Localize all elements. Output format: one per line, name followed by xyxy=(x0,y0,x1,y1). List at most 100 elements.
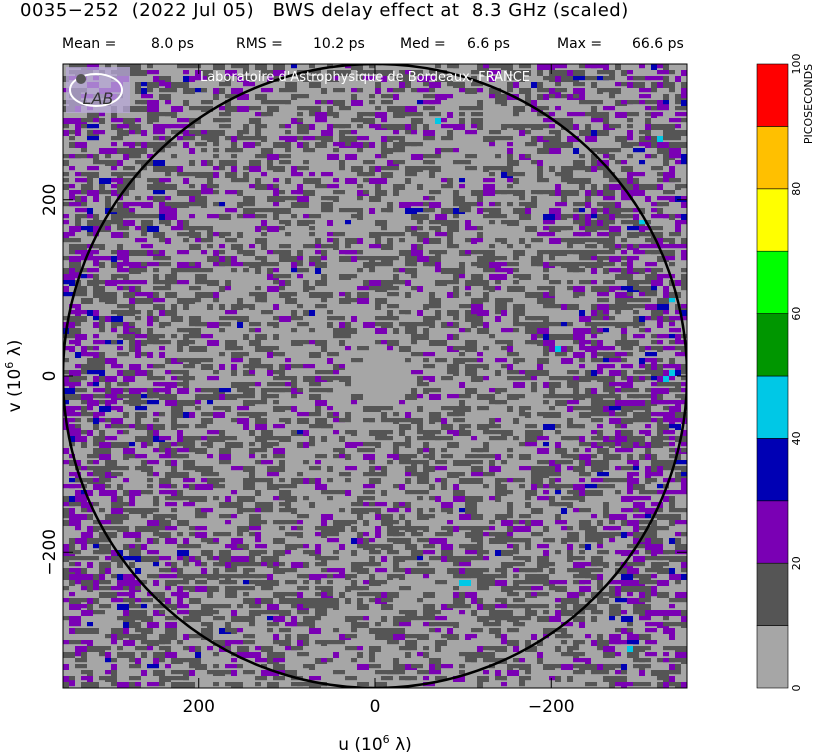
heatmap-cell-2730 xyxy=(105,418,111,423)
heatmap-cell-3236 xyxy=(603,478,615,483)
heatmap-cell-3218 xyxy=(405,478,411,484)
heatmap-cell-406 xyxy=(615,112,627,118)
heatmap-cell-3132 xyxy=(489,466,501,472)
lab-logo-text: LAB xyxy=(83,89,114,108)
heatmap-cell-2731 xyxy=(111,418,123,424)
heatmap-cell-266 xyxy=(441,94,453,99)
heatmap-cell-4728 xyxy=(603,670,609,675)
heatmap-cell-1881 xyxy=(561,304,567,310)
heatmap-cell-547 xyxy=(549,130,555,135)
heatmap-cell-1145 xyxy=(651,208,657,213)
heatmap-cell-3067 xyxy=(183,460,195,466)
heatmap-cell-1104 xyxy=(129,208,135,213)
heatmap-cell-4640 xyxy=(579,658,585,663)
heatmap-cell-1677 xyxy=(69,280,75,286)
heatmap-cell-2837 xyxy=(375,430,387,436)
heatmap-cell-2737 xyxy=(237,418,249,424)
heatmap-cell-3298 xyxy=(129,490,141,496)
heatmap-cell-446 xyxy=(561,118,573,124)
heatmap-cell-487 xyxy=(423,124,429,130)
heatmap-cell-2363 xyxy=(525,370,531,376)
heatmap-cell-4593 xyxy=(423,652,429,658)
heatmap-cell-4801 xyxy=(357,682,363,687)
heatmap-cell-4383 xyxy=(483,622,495,627)
heatmap-cell-2686 xyxy=(201,412,213,417)
heatmap-cell-999 xyxy=(561,190,567,196)
heatmap-cell-812 xyxy=(501,166,513,172)
heatmap-cell-393 xyxy=(447,112,453,118)
heatmap-cell-492 xyxy=(501,124,507,130)
heatmap-cell-2644 xyxy=(273,406,285,412)
heatmap-cell-1505 xyxy=(357,256,369,261)
heatmap-cell-2243 xyxy=(543,352,549,357)
heatmap-cell-1329 xyxy=(651,232,663,238)
heatmap-cell-2774 xyxy=(75,424,81,429)
heatmap-cell-2457 xyxy=(345,382,351,387)
heatmap-cell-3787 xyxy=(603,550,609,555)
heatmap-cell-3631 xyxy=(477,532,483,538)
heatmap-cell-2992 xyxy=(417,448,423,454)
stat-max-label: Max = xyxy=(557,36,603,52)
heatmap-cell-3035 xyxy=(429,454,435,460)
heatmap-cell-1622 xyxy=(507,268,513,274)
heatmap-cell-1623 xyxy=(513,268,519,273)
heatmap-cell-3775 xyxy=(441,550,453,556)
colorbar-tick-label-0: 0 xyxy=(790,685,803,692)
heatmap-cell-2749 xyxy=(393,418,399,424)
heatmap-cell-4461 xyxy=(417,634,429,640)
heatmap-cell-805 xyxy=(417,166,423,172)
heatmap-cell-3625 xyxy=(393,532,405,537)
heatmap-cell-3022 xyxy=(261,454,267,459)
heatmap-cell-4375 xyxy=(375,622,381,627)
heatmap-cell-1056 xyxy=(123,202,129,208)
heatmap-cell-2277 xyxy=(495,358,507,363)
heatmap-cell-2640 xyxy=(195,406,201,411)
heatmap-cell-552 xyxy=(627,130,633,136)
heatmap-cell-3825 xyxy=(393,556,405,562)
heatmap-cell-2825 xyxy=(177,430,183,436)
heatmap-cell-4760 xyxy=(423,676,429,681)
heatmap-cell-2447 xyxy=(231,382,237,388)
heatmap-cell-1869 xyxy=(315,304,327,309)
heatmap-cell-703 xyxy=(213,154,219,159)
heatmap-cell-4488 xyxy=(159,640,171,645)
heatmap-cell-2274 xyxy=(459,358,471,363)
heatmap-cell-2753 xyxy=(429,418,435,424)
heatmap-cell-645 xyxy=(549,142,561,148)
heatmap-cell-3003 xyxy=(597,448,609,454)
heatmap-cell-4601 xyxy=(573,652,579,658)
heatmap-cell-746 xyxy=(225,160,231,165)
heatmap-cell-879 xyxy=(207,178,213,184)
heatmap-cell-608 xyxy=(675,136,681,141)
heatmap-cell-804 xyxy=(405,166,417,172)
heatmap-cell-2219 xyxy=(681,346,687,352)
heatmap-cell-4103 xyxy=(579,586,591,592)
heatmap-cell-177 xyxy=(573,82,585,87)
heatmap-cell-1998 xyxy=(213,322,219,328)
heatmap-cell-3517 xyxy=(255,520,267,525)
heatmap-cell-4300 xyxy=(609,610,621,616)
heatmap-cell-2482 xyxy=(123,388,129,393)
heatmap-cell-3875 xyxy=(303,562,309,568)
heatmap-cell-2068 xyxy=(477,328,489,334)
heatmap-cell-4620 xyxy=(231,658,237,663)
heatmap-cell-1721 xyxy=(63,286,69,292)
heatmap-cell-2588 xyxy=(81,400,87,405)
heatmap-cell-3340 xyxy=(129,496,135,502)
heatmap-cell-1696 xyxy=(315,280,327,286)
heatmap-cell-4495 xyxy=(243,640,255,645)
heatmap-cell-1775 xyxy=(105,292,117,298)
heatmap-cell-1752 xyxy=(519,286,525,292)
heatmap-cell-2310 xyxy=(285,364,291,370)
heatmap-cell-2265 xyxy=(231,358,243,363)
heatmap-cell-1298 xyxy=(177,232,189,237)
heatmap-cell-2149 xyxy=(393,340,399,345)
heatmap-cell-2885 xyxy=(321,436,327,442)
heatmap-cell-1443 xyxy=(279,250,291,256)
heatmap-cell-2547 xyxy=(195,394,207,400)
heatmap-cell-480 xyxy=(369,124,375,129)
heatmap-cell-2815 xyxy=(675,424,681,430)
colorbar-level-7 xyxy=(756,188,789,252)
heatmap-cell-3966 xyxy=(165,574,177,579)
heatmap-cell-185 xyxy=(657,82,663,88)
